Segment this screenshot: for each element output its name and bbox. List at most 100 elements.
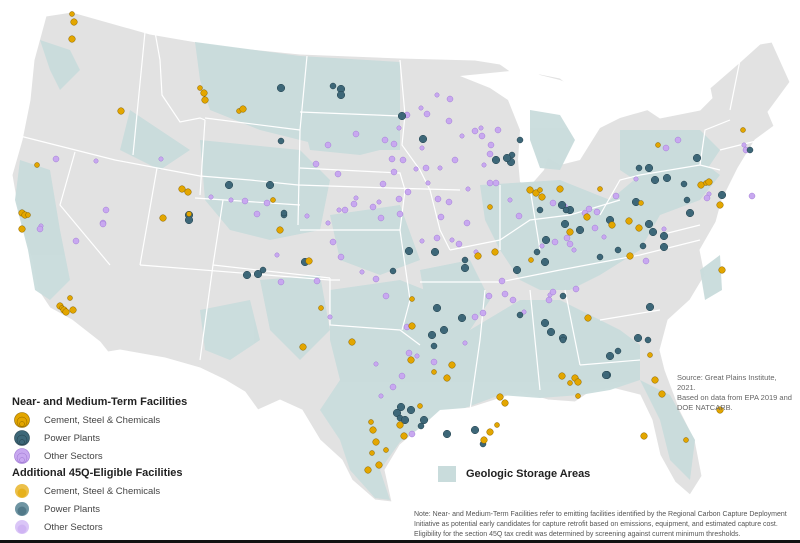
other-facility-point: [341, 206, 349, 214]
cement-facility-point: [597, 186, 603, 192]
other-circle-icon: [15, 520, 29, 534]
power-facility-point: [596, 253, 604, 261]
cement-circle-icon: [15, 484, 29, 498]
cement-facility-point: [583, 213, 591, 221]
other-facility-point: [36, 225, 44, 233]
other-facility-point: [398, 372, 406, 380]
cement-facility-point: [178, 185, 186, 193]
power-facility-point: [562, 206, 570, 214]
cement-facility-point: [566, 228, 574, 236]
other-facility-point: [263, 199, 271, 207]
other-facility-point: [551, 238, 559, 246]
legend-label: Other Sectors: [44, 521, 103, 533]
other-facility-point: [748, 192, 756, 200]
other-facility-point: [481, 162, 487, 168]
power-facility-point: [645, 302, 655, 312]
other-facility-point: [377, 214, 385, 222]
power-facility-point: [659, 242, 669, 252]
other-facility-point: [459, 133, 465, 139]
power-facility-point: [650, 175, 660, 185]
cement-facility-point: [375, 461, 383, 469]
cement-facility-point: [486, 428, 494, 436]
other-facility-point: [539, 243, 545, 249]
power-facility-point: [516, 136, 524, 144]
storage-swatch: [438, 466, 456, 482]
other-facility-point: [396, 210, 404, 218]
other-facility-point: [572, 285, 580, 293]
cement-facility-point: [276, 226, 284, 234]
legend-near-power: Power Plants: [12, 429, 232, 447]
other-facility-point: [563, 234, 571, 242]
power-facility-point: [633, 333, 643, 343]
other-facility-point: [395, 195, 403, 203]
other-facility-point: [329, 238, 337, 246]
cement-facility-point: [638, 200, 644, 206]
power-facility-point: [644, 336, 652, 344]
other-facility-point: [487, 141, 495, 149]
cement-facility-point: [67, 295, 73, 301]
cement-facility-point: [528, 257, 534, 263]
other-facility-point: [388, 155, 396, 163]
other-facility-point: [208, 194, 214, 200]
other-circle-icon: [14, 448, 30, 464]
other-facility-point: [336, 207, 342, 213]
other-facility-point: [253, 210, 261, 218]
power-facility-point: [541, 235, 551, 245]
power-facility-point: [575, 225, 585, 235]
other-facility-point: [93, 158, 99, 164]
power-facility-point: [659, 231, 669, 241]
power-facility-point: [418, 134, 428, 144]
cement-facility-point: [383, 447, 389, 453]
power-facility-point: [430, 342, 438, 350]
power-facility-point: [683, 196, 691, 204]
power-facility-point: [546, 327, 556, 337]
other-facility-point: [674, 136, 682, 144]
other-facility-point: [478, 125, 484, 131]
other-facility-point: [494, 126, 502, 134]
power-facility-point: [560, 219, 570, 229]
other-facility-point: [422, 164, 430, 172]
other-facility-point: [451, 156, 459, 164]
other-facility-point: [72, 237, 80, 245]
power-facility-point: [419, 415, 429, 425]
other-facility-point: [414, 353, 420, 359]
other-facility-point: [485, 292, 493, 300]
power-facility-point: [557, 200, 567, 210]
power-facility-point: [746, 146, 754, 154]
cement-facility-point: [201, 96, 209, 104]
cement-facility-point: [651, 376, 659, 384]
other-facility-point: [418, 105, 424, 111]
cement-facility-point: [34, 162, 40, 168]
other-facility-point: [277, 278, 285, 286]
legend-near-title: Near- and Medium-Term Facilities: [12, 396, 188, 408]
cement-facility-point: [740, 127, 746, 133]
cement-facility-point: [299, 343, 307, 351]
other-facility-point: [449, 237, 455, 243]
other-facility-point: [325, 220, 331, 226]
other-facility-point: [312, 160, 320, 168]
cement-facility-point: [558, 372, 566, 380]
cement-facility-point: [369, 426, 377, 434]
cement-facility-point: [683, 437, 689, 443]
other-facility-point: [515, 212, 523, 220]
other-facility-point: [425, 180, 431, 186]
power-facility-point: [540, 257, 550, 267]
power-facility-point: [644, 163, 654, 173]
other-facility-point: [419, 238, 425, 244]
cement-facility-point: [372, 438, 380, 446]
storage-legend: Geologic Storage Areas: [438, 466, 590, 482]
other-facility-point: [486, 179, 494, 187]
source-note: Source: Great Plains Institute, 2021. Ba…: [677, 373, 797, 413]
power-facility-point: [614, 246, 622, 254]
other-facility-point: [434, 195, 442, 203]
cement-facility-point: [200, 89, 208, 97]
storage-label: Geologic Storage Areas: [466, 468, 591, 480]
cement-facility-point: [364, 466, 372, 474]
other-facility-point: [381, 136, 389, 144]
cement-facility-point: [25, 212, 31, 218]
power-facility-point: [717, 190, 727, 200]
legend-near-other: Other Sectors: [12, 447, 232, 465]
other-facility-point: [313, 277, 321, 285]
other-facility-point: [498, 277, 506, 285]
cement-facility-point: [417, 403, 423, 409]
